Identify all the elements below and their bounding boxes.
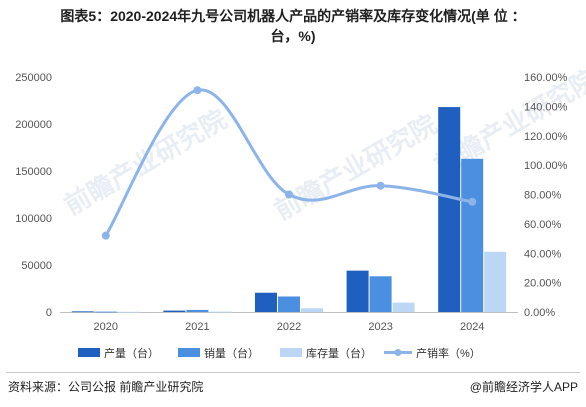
- brand-credit: @前瞻经济学人APP: [469, 380, 578, 394]
- legend-label: 产量（台）: [104, 346, 159, 360]
- bar: [71, 311, 94, 313]
- bar: [94, 311, 117, 313]
- chart-title-line1: 图表5：2020-2024年九号公司机器人产品的产销率及库存变化情况(单 位 ：: [60, 8, 526, 24]
- rate-point: [468, 197, 477, 206]
- right-tick-label: 0.00%: [524, 307, 555, 319]
- legend-swatch: [178, 348, 200, 357]
- bar: [484, 251, 507, 312]
- legend-swatch: [78, 348, 100, 357]
- bar: [117, 311, 140, 313]
- left-tick-label: 200000: [15, 119, 52, 131]
- bar: [186, 309, 209, 312]
- left-tick-label: 250000: [15, 72, 52, 84]
- bar: [346, 270, 369, 312]
- x-tick-label: 2022: [277, 321, 301, 333]
- bar: [163, 310, 186, 312]
- legend-swatch: [280, 348, 302, 357]
- right-tick-label: 80.00%: [524, 190, 562, 202]
- right-tick-label: 140.00%: [524, 101, 568, 113]
- x-axis: 2020 2021 2022 2023 2024: [60, 312, 518, 333]
- x-tick-label: 2021: [185, 321, 209, 333]
- bar: [209, 311, 232, 313]
- x-tick-label: 2020: [94, 321, 118, 333]
- bars: [71, 107, 507, 313]
- source-note: 资料来源：公司公报 前瞻产业研究院: [8, 380, 204, 394]
- x-tick-label: 2024: [460, 321, 484, 333]
- right-tick-label: 100.00%: [524, 160, 568, 172]
- bar: [278, 296, 300, 312]
- left-tick-label: 150000: [15, 166, 52, 178]
- legend-label: 销量（台）: [204, 346, 259, 360]
- x-tick-label: 2023: [368, 321, 392, 333]
- rate-point: [376, 181, 385, 190]
- left-tick-label: 0: [46, 307, 52, 319]
- rate-point: [193, 86, 202, 95]
- footer-divider: [6, 372, 580, 373]
- right-tick-label: 160.00%: [524, 72, 568, 84]
- bar: [369, 276, 392, 312]
- watermark-text: 前瞻产业研究院: [59, 104, 232, 221]
- bar: [438, 107, 461, 312]
- legend: 产量（台） 销量（台） 库存量（台） 产销率（%）: [78, 346, 481, 360]
- chart-title: 图表5：2020-2024年九号公司机器人产品的产销率及库存变化情况(单 位 ：…: [0, 6, 586, 46]
- watermark-text: 前瞻产业研究院: [269, 109, 442, 226]
- right-tick-label: 20.00%: [524, 278, 562, 290]
- legend-marker: [394, 349, 402, 356]
- left-tick-label: 50000: [21, 260, 52, 272]
- bar: [301, 308, 323, 312]
- legend-label: 产销率（%）: [416, 346, 481, 360]
- left-tick-label: 100000: [15, 213, 52, 225]
- chart-title-line2: 台，%): [270, 28, 316, 44]
- legend-label: 库存量（台）: [306, 346, 372, 360]
- left-axis: 0 50000 100000 150000 200000 250000: [15, 72, 52, 319]
- right-axis: 0.00% 20.00% 40.00% 60.00% 80.00% 100.00% 120.…: [524, 72, 568, 319]
- rate-point: [101, 231, 110, 240]
- right-tick-label: 120.00%: [524, 131, 568, 143]
- rate-line-path: [104, 88, 473, 237]
- rate-point: [285, 190, 293, 199]
- bar: [461, 158, 484, 312]
- right-tick-label: 60.00%: [524, 219, 562, 231]
- rate-line: [101, 86, 477, 240]
- bar: [392, 302, 415, 312]
- bar: [255, 292, 277, 312]
- right-tick-label: 40.00%: [524, 248, 562, 260]
